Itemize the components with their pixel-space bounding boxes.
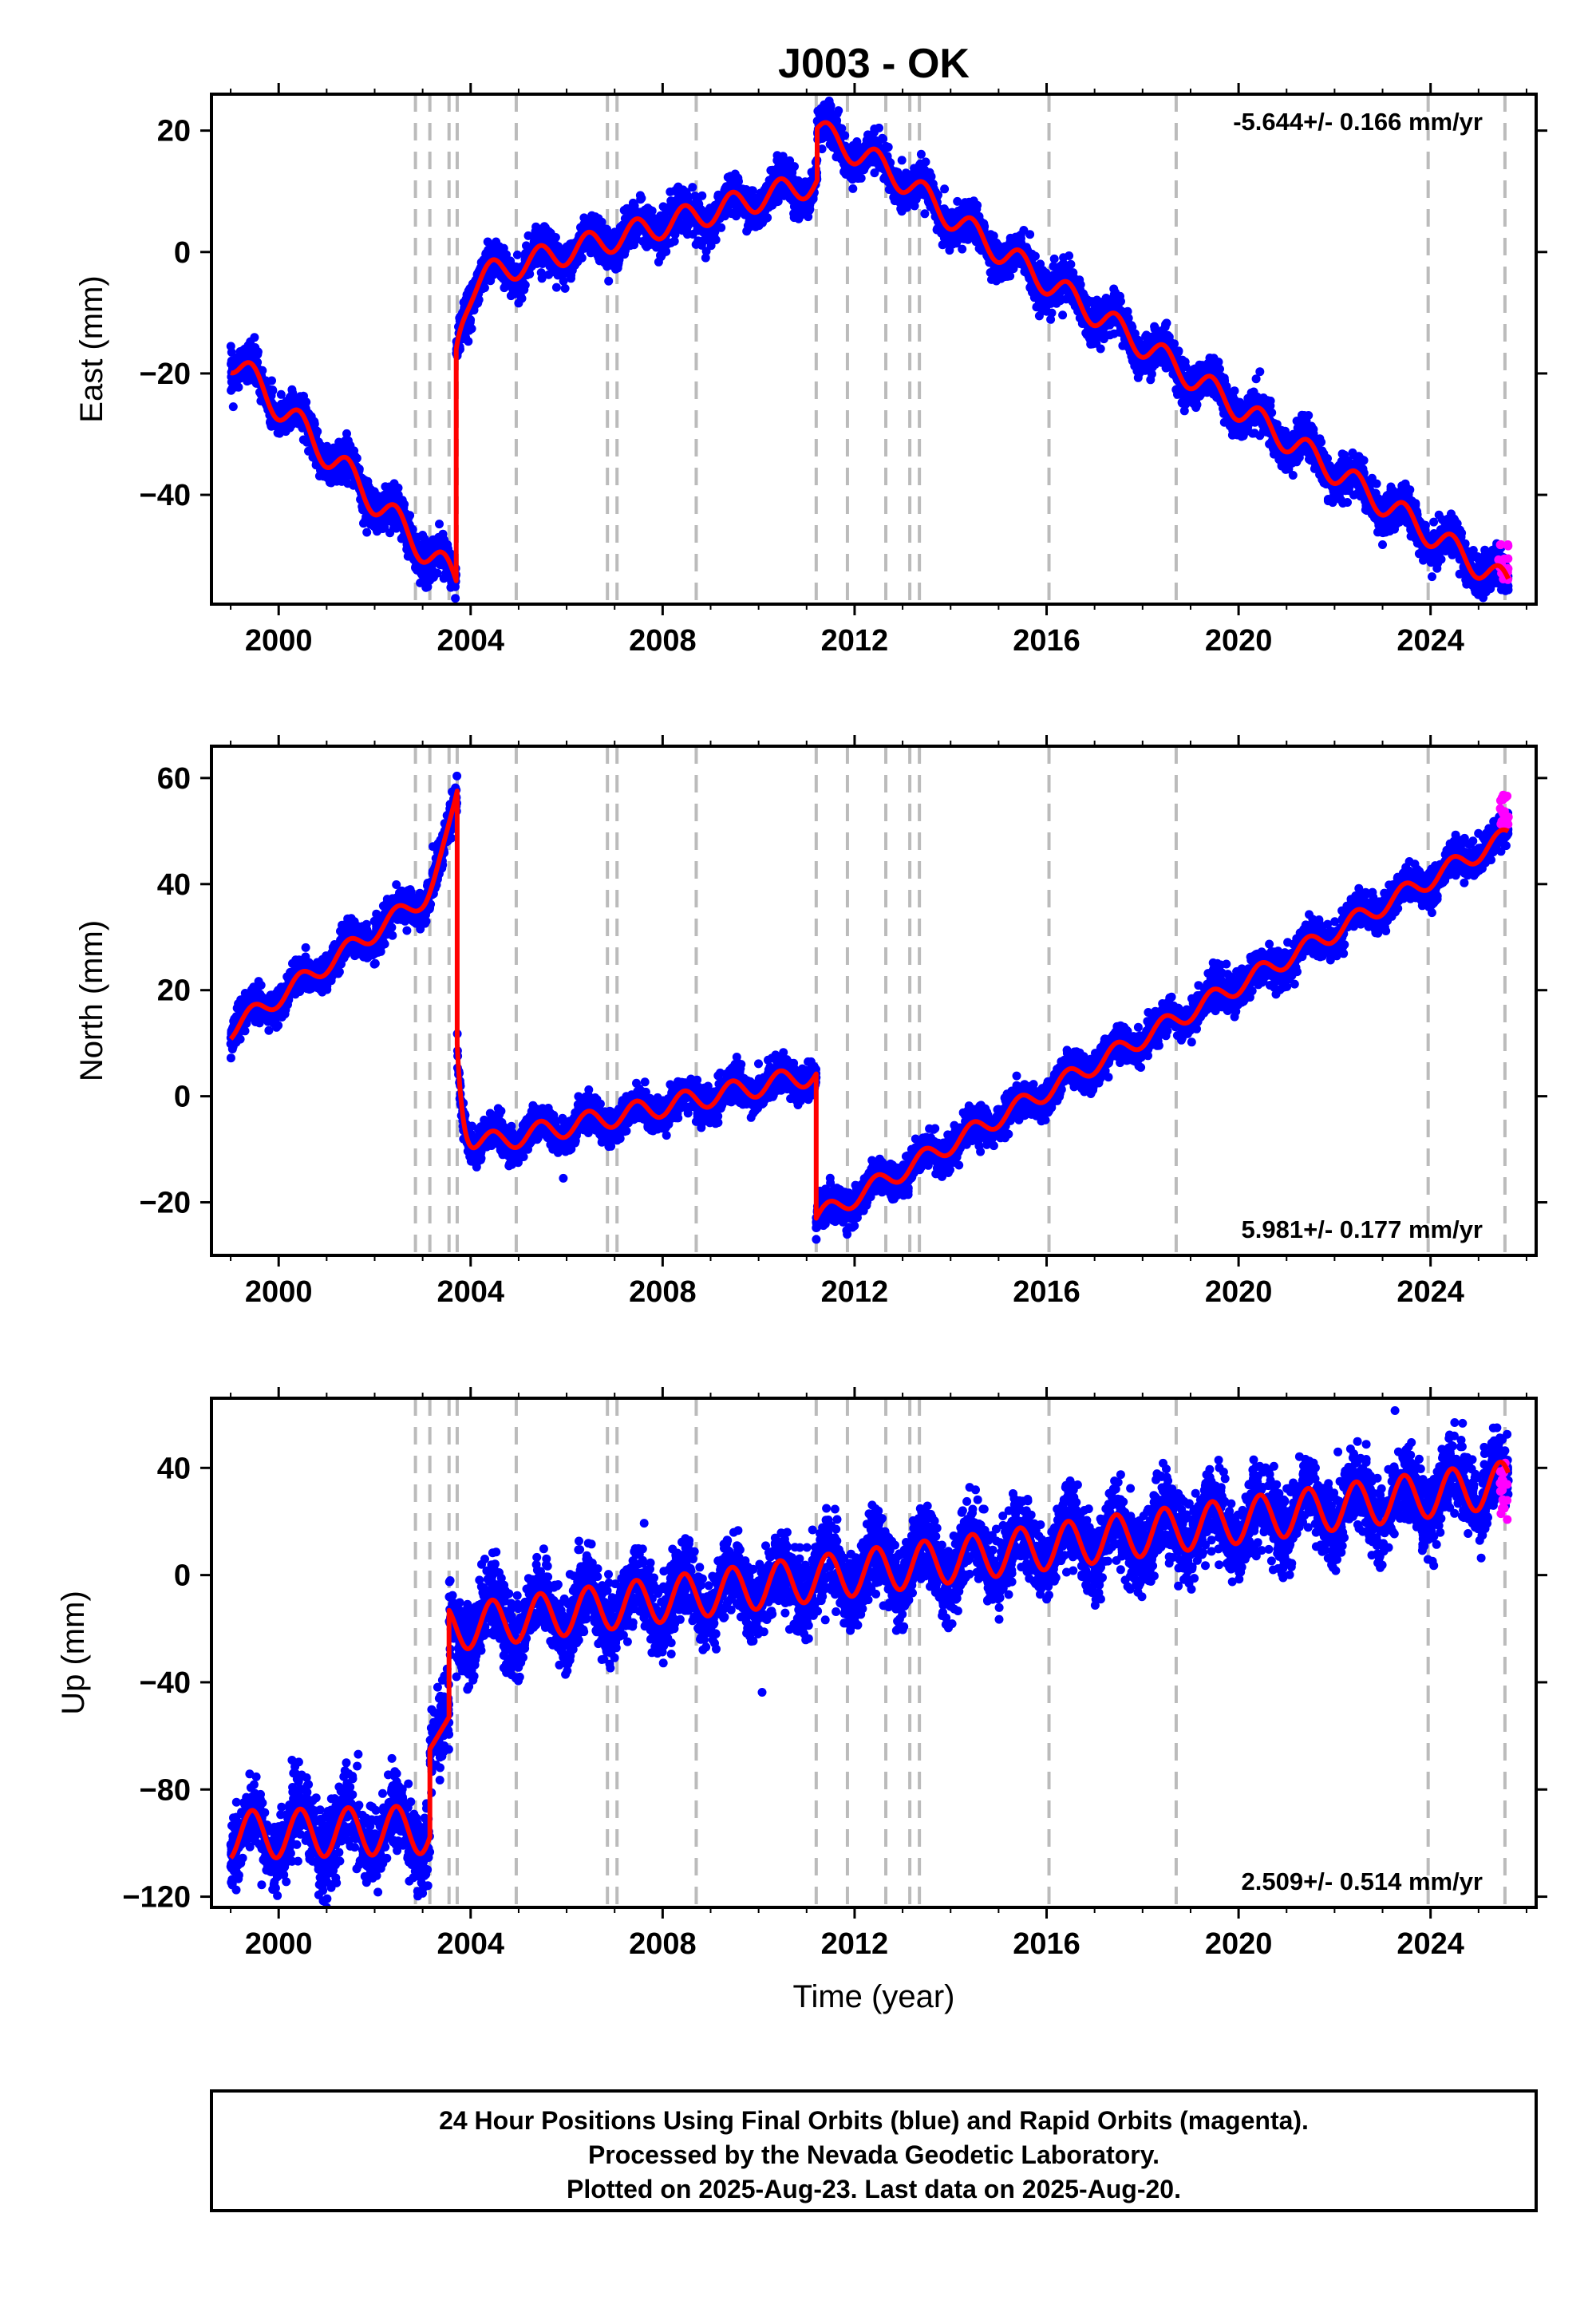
data-point <box>574 255 583 264</box>
data-point <box>501 280 511 290</box>
data-point <box>661 215 670 224</box>
data-point <box>693 236 703 246</box>
data-point <box>727 209 737 219</box>
data-point <box>614 255 624 264</box>
data-point <box>649 217 658 227</box>
data-point <box>516 284 526 294</box>
data-point <box>710 227 720 236</box>
data-point <box>231 378 241 387</box>
data-point <box>486 242 496 251</box>
data-point <box>537 251 547 260</box>
data-point <box>602 224 611 234</box>
data-point <box>788 164 797 173</box>
data-point <box>517 294 527 303</box>
data-point <box>508 286 518 295</box>
data-point <box>250 333 259 342</box>
data-point <box>381 482 390 492</box>
data-point <box>920 209 930 219</box>
data-point <box>389 520 398 529</box>
data-point <box>279 425 288 434</box>
data-point <box>226 342 235 351</box>
data-point <box>513 263 523 273</box>
data-point <box>597 217 606 227</box>
data-point <box>760 211 770 220</box>
data-point <box>328 445 338 455</box>
data-point <box>420 573 429 583</box>
data-point <box>547 263 556 271</box>
data-point <box>313 427 322 437</box>
data-point <box>694 200 704 209</box>
data-point <box>362 528 372 537</box>
data-point <box>425 544 435 554</box>
data-point <box>721 182 731 192</box>
data-point <box>535 229 543 239</box>
data-point <box>536 268 546 278</box>
data-point <box>375 500 385 509</box>
data-point <box>916 149 926 159</box>
data-point <box>288 388 298 397</box>
data-point <box>1428 572 1436 582</box>
data-point <box>1378 540 1387 549</box>
chart-title: J003 - OK <box>778 41 970 87</box>
data-point <box>398 498 408 508</box>
data-point <box>1434 510 1444 520</box>
data-point <box>670 236 679 246</box>
data-point <box>413 565 421 575</box>
data-point <box>546 228 555 238</box>
data-point <box>228 402 238 412</box>
event-lines <box>413 94 1507 604</box>
data-point <box>630 240 638 250</box>
data-point <box>678 226 687 235</box>
data-point <box>743 221 753 231</box>
data-point <box>421 583 431 592</box>
data-point <box>338 468 347 478</box>
data-point <box>295 397 305 407</box>
data-point <box>636 195 646 204</box>
data-point <box>690 192 700 200</box>
data-point <box>551 283 561 292</box>
data-point <box>772 156 782 165</box>
data-point <box>276 389 286 399</box>
data-point <box>435 520 444 529</box>
data-point <box>656 251 665 260</box>
data-point <box>567 271 576 280</box>
data-point <box>1337 449 1347 459</box>
data-point <box>666 187 675 196</box>
data-point <box>494 245 504 254</box>
data-point <box>666 196 676 206</box>
data-point <box>335 443 345 452</box>
east-panel: 2000 2004 2008 2012 2016 2020 2024200−20−40Eas… <box>74 83 1547 658</box>
data-point <box>560 283 570 293</box>
data-point <box>539 222 549 231</box>
data-point <box>322 473 332 483</box>
data-point <box>227 385 236 395</box>
data-point <box>701 253 710 263</box>
data-point <box>1429 517 1439 527</box>
data-point <box>1251 374 1261 384</box>
data-point <box>555 270 565 279</box>
data-point <box>242 345 251 354</box>
data-point <box>342 429 351 438</box>
data-point <box>451 594 460 603</box>
data-point <box>733 177 742 187</box>
data-point <box>848 184 858 193</box>
data-point <box>587 247 596 256</box>
data-point <box>604 276 614 286</box>
final-orbit-points <box>226 97 1513 603</box>
data-point <box>366 485 376 495</box>
data-point <box>795 206 804 215</box>
